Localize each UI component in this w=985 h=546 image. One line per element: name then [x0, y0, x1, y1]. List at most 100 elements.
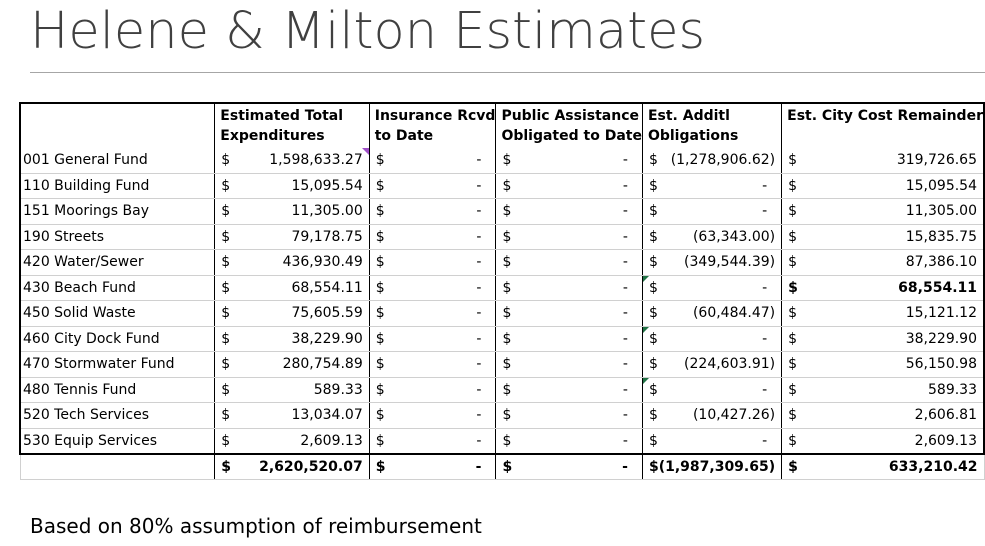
amount: 13,034.07 — [291, 407, 363, 424]
amount: 75,605.59 — [291, 305, 363, 322]
currency-symbol: $ — [788, 152, 798, 169]
city-cost-cell: $2,606.81 — [781, 402, 985, 429]
insurance-cell: $ - — [368, 326, 496, 352]
amount: 15,095.54 — [291, 177, 363, 194]
amount: (224,603.91) — [684, 356, 776, 373]
currency-symbol: $ — [375, 177, 385, 194]
currency-symbol: $ — [502, 432, 512, 449]
page-title: Helene & Milton Estimates — [30, 2, 706, 61]
city-cost-cell: $15,835.75 — [781, 224, 985, 250]
currency-symbol: $ — [221, 279, 231, 296]
additional-obligations-cell: $ - — [641, 326, 782, 352]
total-city-cost: $633,210.42 — [781, 453, 985, 480]
currency-symbol: $ — [648, 356, 658, 373]
estimates-table: Estimated Total Insurance Rcvd Public As… — [19, 102, 985, 480]
currency-symbol: $ — [648, 254, 658, 271]
city-cost-cell: $56,150.98 — [781, 351, 985, 378]
currency-symbol: $ — [502, 356, 512, 373]
currency-symbol: $ — [648, 203, 658, 220]
amount: 56,150.98 — [905, 356, 977, 373]
amount: - — [762, 177, 768, 194]
amount: - — [476, 177, 482, 194]
amount: 2,606.81 — [914, 407, 977, 424]
table-row: 420 Water/Sewer $436,930.49 $ - $ - $ (349,544.… — [19, 249, 985, 276]
currency-symbol: $ — [502, 305, 512, 322]
currency-symbol: $ — [502, 330, 512, 347]
currency-symbol: $ — [648, 432, 658, 449]
currency-symbol: $ — [375, 407, 385, 424]
currency-symbol: $ — [788, 279, 798, 296]
currency-symbol: $ — [221, 407, 231, 424]
public-assistance-cell: $ - — [495, 148, 643, 174]
amount: - — [622, 407, 628, 424]
currency-symbol: $ — [502, 254, 512, 271]
table-row: 190 Streets $79,178.75 $ - $ - $ (63,343.00) $15… — [19, 224, 985, 250]
reimbursement-note: Based on 80% assumption of reimbursement — [30, 514, 482, 538]
header-insurance: Insurance Rcvd — [368, 102, 496, 126]
amount: (1,987,309.65) — [658, 459, 776, 475]
amount: - — [622, 177, 628, 194]
currency-symbol: $ — [502, 459, 513, 475]
currency-symbol: $ — [502, 279, 512, 296]
currency-symbol: $ — [788, 203, 798, 220]
amount: - — [476, 305, 482, 322]
currency-symbol: $ — [788, 432, 798, 449]
currency-symbol: $ — [375, 330, 385, 347]
amount: (63,343.00) — [692, 228, 776, 245]
amount: - — [622, 254, 628, 271]
additional-obligations-cell: $ - — [641, 377, 782, 403]
currency-symbol: $ — [502, 177, 512, 194]
public-assistance-cell: $ - — [495, 377, 643, 403]
currency-symbol: $ — [788, 356, 798, 373]
insurance-cell: $ - — [368, 428, 496, 455]
amount: - — [622, 305, 628, 322]
fund-name: 110 Building Fund — [19, 173, 215, 199]
amount: - — [622, 152, 628, 169]
table-row: 151 Moorings Bay $11,305.00 $ - $ - $ - $11,305.… — [19, 198, 985, 225]
currency-symbol: $ — [648, 381, 658, 398]
table-row: 110 Building Fund $15,095.54 $ - $ - $ - $15,095… — [19, 173, 985, 199]
city-cost-cell: $589.33 — [781, 377, 985, 403]
fund-name: 420 Water/Sewer — [19, 249, 215, 276]
totals-row: $2,620,520.07 $ - $ - $ (1,987,309.65) $633,210… — [19, 453, 985, 480]
insurance-cell: $ - — [368, 351, 496, 378]
expenditures-cell: $1,598,633.27 — [214, 148, 370, 174]
additional-obligations-cell: $ - — [641, 173, 782, 199]
amount: - — [622, 356, 628, 373]
currency-symbol: $ — [375, 459, 386, 475]
amount: - — [762, 203, 768, 220]
table-row: 001 General Fund $1,598,633.27 $ - $ - $ (1,278… — [19, 148, 985, 174]
expenditures-cell: $13,034.07 — [214, 402, 370, 429]
amount: (60,484.47) — [692, 305, 776, 322]
table-row: 470 Stormwater Fund $280,754.89 $ - $ - $ (224,… — [19, 351, 985, 378]
header-blank — [19, 102, 215, 126]
insurance-cell: $ - — [368, 224, 496, 250]
currency-symbol: $ — [221, 330, 231, 347]
amount: - — [476, 254, 482, 271]
currency-symbol: $ — [221, 305, 231, 322]
table-row: 530 Equip Services $2,609.13 $ - $ - $ - $2,609.… — [19, 428, 985, 455]
expenditures-cell: $2,609.13 — [214, 428, 370, 455]
city-cost-cell: $15,095.54 — [781, 173, 985, 199]
amount: 633,210.42 — [888, 459, 978, 475]
fund-name: 001 General Fund — [19, 148, 215, 174]
fund-name: 470 Stormwater Fund — [19, 351, 215, 378]
table-row: 450 Solid Waste $75,605.59 $ - $ - $ (60,484.47… — [19, 300, 985, 327]
expenditures-cell: $589.33 — [214, 377, 370, 403]
public-assistance-cell: $ - — [495, 428, 643, 455]
additional-obligations-cell: $ (60,484.47) — [641, 300, 782, 327]
currency-symbol: $ — [648, 152, 658, 169]
public-assistance-cell: $ - — [495, 198, 643, 225]
expenditures-cell: $15,095.54 — [214, 173, 370, 199]
currency-symbol: $ — [375, 152, 385, 169]
expenditures-cell: $436,930.49 — [214, 249, 370, 276]
amount: (349,544.39) — [684, 254, 776, 271]
fund-name: 190 Streets — [19, 224, 215, 250]
table-row: 520 Tech Services $13,034.07 $ - $ - $ (10,427.… — [19, 402, 985, 429]
amount: 2,609.13 — [914, 432, 977, 449]
currency-symbol: $ — [788, 177, 798, 194]
amount: 319,726.65 — [896, 152, 977, 169]
additional-obligations-cell: $ - — [641, 428, 782, 455]
currency-symbol: $ — [788, 381, 798, 398]
amount: 1,598,633.27 — [269, 152, 363, 169]
